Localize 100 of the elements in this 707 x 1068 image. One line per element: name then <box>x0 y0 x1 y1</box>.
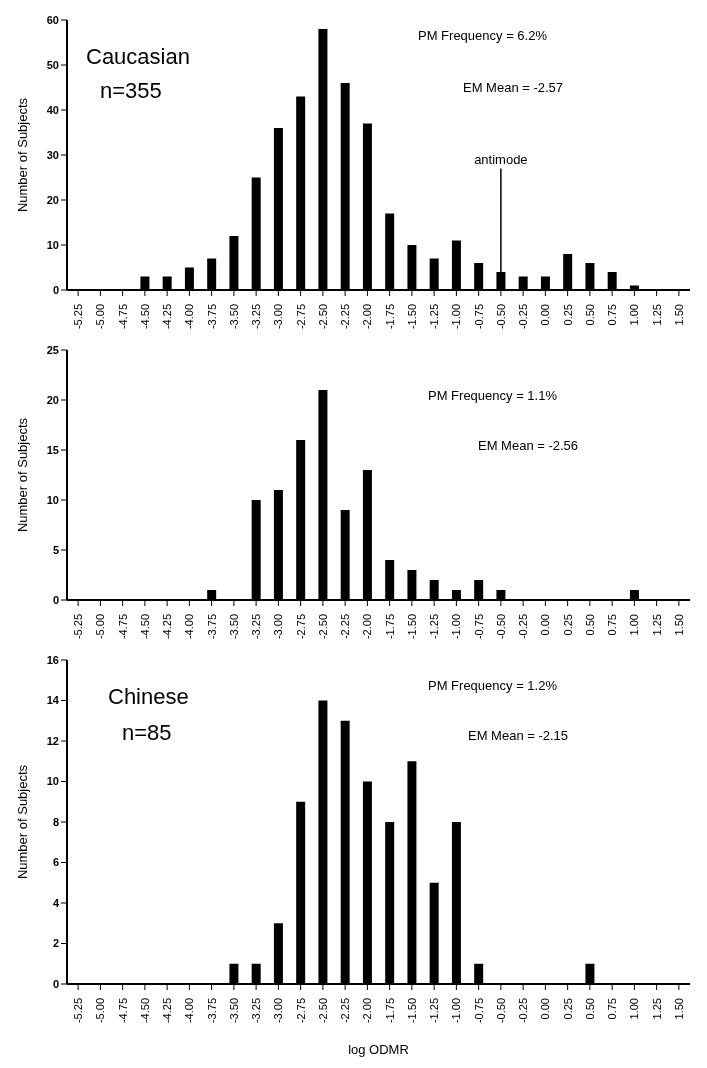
x-tick-label: 0.00 <box>539 614 552 636</box>
y-tick-label: 12 <box>46 734 59 747</box>
x-tick-label: 0.25 <box>561 998 574 1020</box>
y-tick-label: 40 <box>46 103 59 116</box>
x-tick-label: -1.25 <box>428 998 441 1024</box>
x-tick-label: -1.50 <box>405 998 418 1024</box>
x-tick-label: -3.00 <box>272 614 285 640</box>
x-tick-label: -5.00 <box>94 998 107 1024</box>
x-tick-label: -4.00 <box>183 998 196 1024</box>
x-tick-label: 1.00 <box>628 998 641 1020</box>
x-tick-label: 0.25 <box>561 614 574 636</box>
x-tick-label: 1.50 <box>672 304 685 326</box>
y-tick-label: 0 <box>52 593 59 606</box>
x-tick-label: -1.75 <box>383 998 396 1024</box>
x-tick-label: -0.50 <box>494 614 507 640</box>
y-tick-label: 0 <box>52 977 59 990</box>
x-tick-label: -4.25 <box>161 304 174 330</box>
x-tick-label: 0.50 <box>583 614 596 636</box>
x-tick-label: -2.25 <box>339 304 352 330</box>
x-tick-label: -5.25 <box>72 614 85 640</box>
x-tick-label: 0.75 <box>606 304 619 326</box>
x-tick-label: 0.75 <box>606 998 619 1020</box>
x-tick-label: -3.50 <box>227 998 240 1024</box>
annotation: EM Mean = -2.56 <box>478 438 579 453</box>
y-tick-label: 10 <box>46 493 59 506</box>
y-tick-label: 2 <box>52 937 59 950</box>
x-tick-label: -1.50 <box>405 304 418 330</box>
x-tick-label: 1.00 <box>628 614 641 636</box>
x-tick-label: -2.50 <box>316 998 329 1024</box>
x-tick-label: -0.25 <box>517 304 530 330</box>
annotation: n=85 <box>122 720 172 746</box>
x-tick-label: -4.25 <box>161 614 174 640</box>
y-tick-label: 16 <box>46 653 59 666</box>
x-tick-label: -1.25 <box>428 304 441 330</box>
x-tick-label: -0.50 <box>494 998 507 1024</box>
x-tick-label: 1.50 <box>672 614 685 636</box>
x-tick-label: 0.25 <box>561 304 574 326</box>
y-axis-title: Number of Subjects <box>14 417 30 533</box>
x-tick-label: -0.75 <box>472 304 485 330</box>
x-tick-label: -4.75 <box>116 998 129 1024</box>
x-tick-label: -5.00 <box>94 304 107 330</box>
y-tick-label: 4 <box>52 896 60 909</box>
y-tick-label: 20 <box>46 193 59 206</box>
x-tick-label: -1.00 <box>450 304 463 330</box>
x-tick-label: -2.50 <box>316 614 329 640</box>
y-tick-label: 8 <box>52 815 59 828</box>
x-tick-label: -4.00 <box>183 614 196 640</box>
x-tick-label: -1.75 <box>383 304 396 330</box>
x-tick-label: -0.50 <box>494 304 507 330</box>
x-tick-label: -4.50 <box>138 304 151 330</box>
x-tick-label: -2.50 <box>316 304 329 330</box>
y-tick-label: 5 <box>52 543 59 556</box>
x-tick-label: 0.00 <box>539 998 552 1020</box>
x-tick-label: -3.75 <box>205 304 218 330</box>
x-tick-label: 1.25 <box>650 614 663 636</box>
x-tick-label: 1.50 <box>672 998 685 1020</box>
x-tick-label: -3.00 <box>272 998 285 1024</box>
y-axis-title: Number of Subjects <box>14 764 30 880</box>
x-tick-label: -3.25 <box>250 998 263 1024</box>
annotation: PM Frequency = 1.1% <box>428 388 557 403</box>
x-tick-label: -1.00 <box>450 998 463 1024</box>
x-tick-label: -5.25 <box>72 998 85 1024</box>
y-tick-label: 0 <box>52 283 59 296</box>
x-tick-label: -3.50 <box>227 304 240 330</box>
y-tick-label: 10 <box>46 775 59 788</box>
x-tick-label: -4.25 <box>161 998 174 1024</box>
x-tick-label: 1.00 <box>628 304 641 326</box>
y-tick-label: 25 <box>46 343 59 356</box>
x-tick-label: -2.75 <box>294 614 307 640</box>
x-tick-label: -2.00 <box>361 304 374 330</box>
annotation: Chinese <box>108 684 189 710</box>
x-tick-label: -5.25 <box>72 304 85 330</box>
x-tick-label: -3.00 <box>272 304 285 330</box>
x-tick-label: -2.25 <box>339 614 352 640</box>
y-tick-label: 15 <box>46 443 59 456</box>
x-tick-label: -3.25 <box>250 304 263 330</box>
x-tick-label: -5.00 <box>94 614 107 640</box>
x-tick-label: -0.25 <box>517 614 530 640</box>
x-tick-label: -2.00 <box>361 998 374 1024</box>
x-tick-label: -4.50 <box>138 998 151 1024</box>
x-tick-label: -2.25 <box>339 998 352 1024</box>
x-tick-label: -3.50 <box>227 614 240 640</box>
x-tick-label: 0.50 <box>583 998 596 1020</box>
x-tick-label: -1.75 <box>383 614 396 640</box>
x-tick-label: -0.75 <box>472 998 485 1024</box>
x-tick-label: -0.75 <box>472 614 485 640</box>
annotation: EM Mean = -2.15 <box>468 728 569 743</box>
annotation: Caucasian <box>86 44 190 70</box>
x-tick-label: -2.00 <box>361 614 374 640</box>
annotation: PM Frequency = 6.2% <box>418 28 547 43</box>
y-axis-title: Number of Subjects <box>14 97 30 213</box>
x-tick-label: -3.25 <box>250 614 263 640</box>
x-tick-label: 1.25 <box>650 304 663 326</box>
x-tick-label: -3.75 <box>205 614 218 640</box>
x-tick-label: -2.75 <box>294 304 307 330</box>
x-tick-label: -1.00 <box>450 614 463 640</box>
x-tick-label: -4.75 <box>116 304 129 330</box>
ref-line-label: antimode <box>474 151 528 167</box>
x-tick-label: -1.50 <box>405 614 418 640</box>
y-tick-label: 30 <box>46 148 59 161</box>
